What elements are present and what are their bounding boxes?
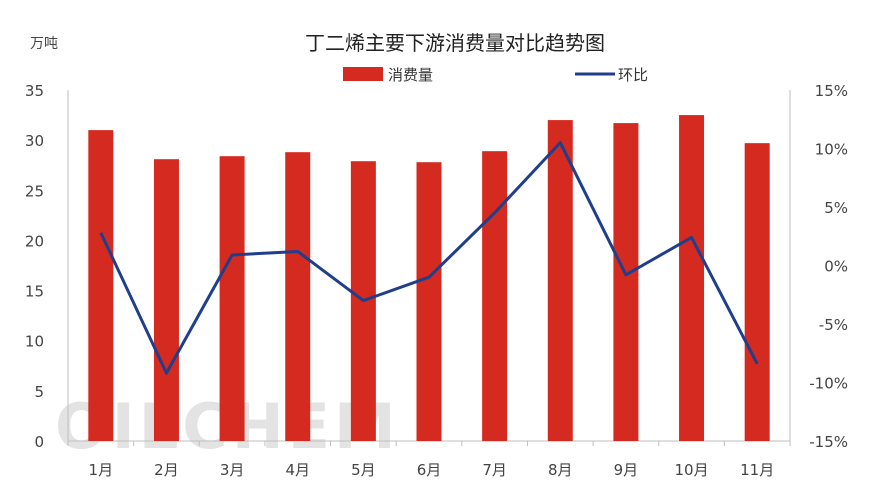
- left-tick-label: 5: [34, 383, 44, 401]
- right-tick-label: 10%: [815, 141, 848, 159]
- y-axis-unit-label: 万吨: [30, 36, 58, 52]
- bar: [285, 152, 310, 441]
- x-tick-label: 2月: [154, 461, 179, 479]
- x-tick-label: 9月: [614, 461, 639, 479]
- bar: [154, 159, 179, 441]
- x-tick-label: 7月: [482, 461, 507, 479]
- right-tick-label: 15%: [815, 82, 848, 100]
- bar: [613, 123, 638, 441]
- left-tick-label: 0: [34, 433, 44, 451]
- left-tick-label: 15: [25, 283, 44, 301]
- legend: 消费量 环比: [343, 66, 648, 84]
- right-tick-label: 5%: [824, 199, 848, 217]
- chart-title: 丁二烯主要下游消费量对比趋势图: [305, 31, 605, 55]
- right-tick-label: -15%: [809, 433, 848, 451]
- bar: [417, 162, 442, 441]
- bar: [482, 151, 507, 441]
- bar: [745, 143, 770, 441]
- bar: [679, 115, 704, 441]
- right-tick-label: -10%: [809, 375, 848, 393]
- x-tick-label: 8月: [548, 461, 573, 479]
- left-tick-label: 30: [25, 132, 44, 150]
- x-tick-label: 10月: [674, 461, 708, 479]
- right-tick-label: 0%: [824, 258, 848, 276]
- left-tick-label: 35: [25, 82, 44, 100]
- right-tick-label: -5%: [819, 316, 848, 334]
- x-tick-label: 11月: [740, 461, 774, 479]
- legend-label-line: 环比: [618, 66, 648, 84]
- legend-swatch-bar: [343, 67, 383, 81]
- left-tick-label: 25: [25, 182, 44, 200]
- left-tick-label: 20: [25, 232, 44, 250]
- left-tick-label: 10: [25, 333, 44, 351]
- x-tick-label: 3月: [220, 461, 245, 479]
- x-tick-label: 1月: [89, 461, 114, 479]
- legend-label-bar: 消费量: [388, 66, 433, 84]
- x-tick-label: 4月: [285, 461, 310, 479]
- bar: [220, 156, 245, 441]
- bar: [548, 120, 573, 441]
- x-tick-label: 5月: [351, 461, 376, 479]
- bar: [88, 130, 113, 441]
- x-tick-label: 6月: [417, 461, 442, 479]
